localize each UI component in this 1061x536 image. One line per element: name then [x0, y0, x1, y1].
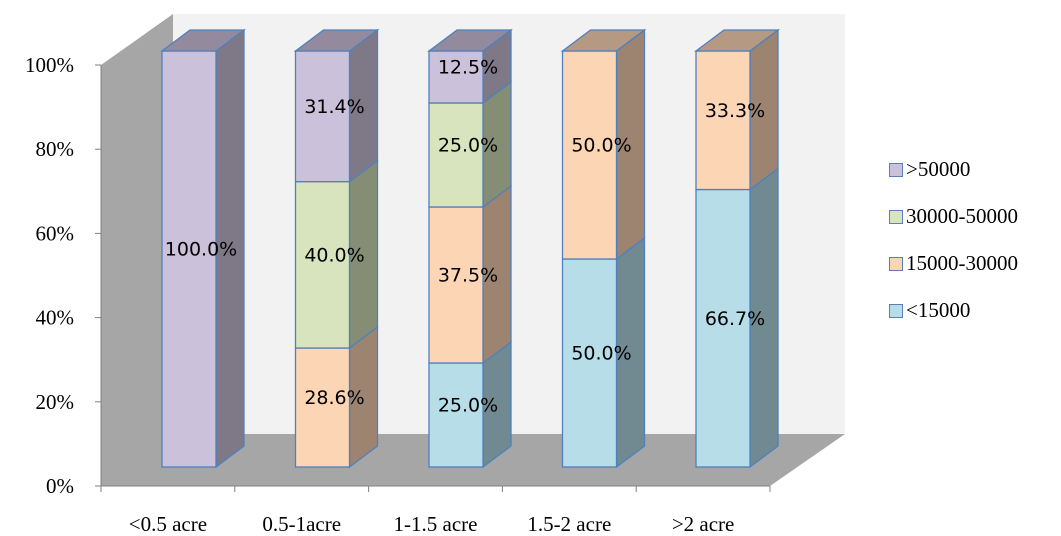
- x-axis: <0.5 acre 0.5-1acre 1-1.5 acre 1.5-2 acre >2…: [100, 485, 771, 536]
- bar-top-face: [560, 29, 647, 52]
- data-label: 28.6%: [304, 387, 364, 409]
- bar-segment-50000: [294, 50, 351, 183]
- legend-label: 15000-30000: [906, 251, 1018, 275]
- bar-top-face: [293, 29, 380, 52]
- bar-segment-15000-30000: [561, 50, 618, 260]
- bar-segment-15000: [428, 362, 484, 468]
- bar-segment-15000: [695, 188, 751, 468]
- x-tick-label: 1-1.5 acre: [394, 512, 478, 536]
- bar-stack: [560, 28, 647, 469]
- legend-label: <15000: [906, 298, 971, 322]
- legend-item: >50000: [889, 157, 1061, 181]
- legend-swatch: [889, 209, 903, 224]
- legend: >50000 30000-50000 15000-30000 <15000: [889, 157, 1061, 346]
- data-label: 100.0%: [165, 239, 237, 261]
- data-label: 37.5%: [438, 265, 498, 287]
- bar-segment-50000: [428, 50, 484, 104]
- bars-layer: [160, 28, 780, 469]
- legend-label: 30000-50000: [906, 204, 1018, 228]
- bar-stack: [427, 28, 513, 469]
- bar-top-face: [160, 29, 246, 52]
- data-label: 40.0%: [304, 244, 364, 266]
- y-tick-label: 0%: [46, 474, 74, 498]
- x-tick-label: 0.5-1acre: [262, 512, 341, 536]
- legend-swatch: [889, 256, 903, 271]
- data-label: 50.0%: [571, 343, 631, 365]
- bar-segment-15000-30000: [428, 206, 484, 364]
- y-tick-label: 40%: [36, 306, 75, 330]
- data-label: 50.0%: [571, 135, 631, 157]
- bar-top-face: [694, 29, 780, 52]
- data-label: 12.5%: [438, 57, 498, 79]
- y-tick-label: 20%: [36, 390, 75, 414]
- legend-swatch: [889, 303, 903, 318]
- bar-top-face: [427, 29, 513, 52]
- data-label: 25.0%: [438, 135, 498, 157]
- legend-swatch: [889, 162, 903, 177]
- bar-segment-15000: [561, 258, 618, 468]
- bar-stack: [293, 28, 380, 469]
- data-label: 66.7%: [705, 308, 765, 330]
- legend-label: >50000: [906, 157, 971, 181]
- x-tick-label: <0.5 acre: [129, 512, 207, 536]
- bar-stack: [160, 28, 246, 469]
- y-tick-label: 100%: [25, 53, 74, 77]
- legend-item: <15000: [889, 298, 1061, 322]
- data-label: 25.0%: [438, 395, 498, 417]
- bar-segment-15000-30000: [294, 347, 351, 468]
- bar-segment-50000: [161, 50, 217, 468]
- y-axis: 0% 20% 40% 60% 80% 100%: [25, 53, 102, 498]
- y-tick-label: 80%: [36, 137, 75, 161]
- data-label: 33.3%: [705, 100, 765, 122]
- bar-stack: [694, 28, 780, 469]
- data-label: 31.4%: [304, 96, 364, 118]
- legend-item: 30000-50000: [889, 204, 1061, 228]
- legend-item: 15000-30000: [889, 251, 1061, 275]
- x-tick-label: >2 acre: [672, 512, 735, 536]
- y-tick-label: 60%: [36, 221, 75, 245]
- data-labels-layer: 100.0% 28.6% 40.0% 31.4% 25.0% 37.5% 25.0% 12.5…: [165, 57, 765, 417]
- x-tick-label: 1.5-2 acre: [527, 512, 611, 536]
- side-wall: [101, 14, 173, 486]
